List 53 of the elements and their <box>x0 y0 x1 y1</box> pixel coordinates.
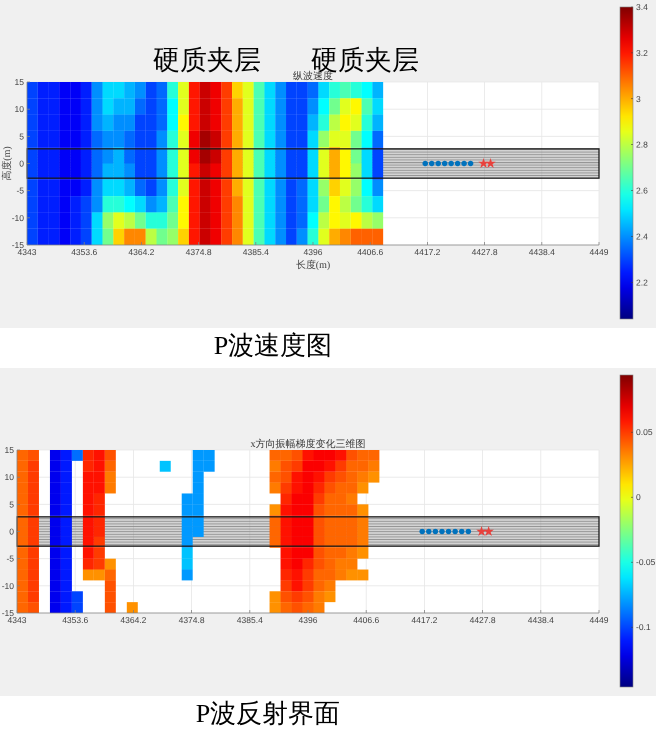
chart-title: x方向振幅梯度变化三维图 <box>250 438 366 450</box>
x-tick-label: 4343 <box>8 615 27 625</box>
x-tick-label: 4406.6 <box>357 247 384 257</box>
color-bar-label: 2.8 <box>636 140 648 150</box>
y-tick-label: -15 <box>2 608 14 618</box>
x-tick-label: 4417.2 <box>414 247 441 257</box>
color-bar-label: 2.4 <box>636 231 648 242</box>
x-tick-label: 4364.2 <box>128 247 155 257</box>
y-tick-label: -10 <box>2 580 14 591</box>
text: P波速度图 <box>214 331 332 360</box>
color-bar-label: 3 <box>636 94 641 104</box>
color-bar-label: -0.05 <box>636 557 656 568</box>
x-tick-label: 4438.4 <box>528 247 556 257</box>
y-tick-label: 5 <box>9 499 14 510</box>
y-tick-label: -5 <box>16 186 24 196</box>
color-bar-label: 0.05 <box>636 427 653 438</box>
x-tick-label: 4353.6 <box>62 615 88 625</box>
y-tick-label: 5 <box>19 131 24 142</box>
x-tick-label: 4427.8 <box>472 247 498 257</box>
x-tick-label: 4353.6 <box>71 247 98 257</box>
y-tick-label: 15 <box>14 77 24 87</box>
x-tick-label: 4427.8 <box>470 615 496 625</box>
y-axis-title: 高度(m) <box>1 146 13 181</box>
y-tick-label: 10 <box>4 472 14 482</box>
y-tick-label: -15 <box>12 240 24 250</box>
y-tick-label: 15 <box>4 445 14 455</box>
color-bar-label: 0 <box>636 492 641 502</box>
x-axis-title: 长度(m) <box>296 259 330 271</box>
x-tick-label: 4449 <box>590 615 609 625</box>
x-tick-label: 4385.4 <box>242 247 270 257</box>
color-bar-label: 3.2 <box>636 48 648 58</box>
x-tick-label: 4417.2 <box>411 615 438 625</box>
x-tick-label: 4343 <box>18 247 37 257</box>
x-tick-label: 4374.8 <box>186 247 212 257</box>
x-tick-label: 4438.4 <box>528 615 554 625</box>
color-bar-label: 3.4 <box>636 2 648 12</box>
x-tick-label: 4385.4 <box>236 615 264 625</box>
x-tick-label: 4449 <box>590 247 609 257</box>
color-bar-label: 2.2 <box>636 277 648 288</box>
text: P波反射界面 <box>196 699 340 728</box>
text: 硬质夹层 <box>153 45 262 75</box>
x-tick-label: 4364.2 <box>120 615 147 625</box>
y-tick-label: -5 <box>6 554 14 564</box>
color-bar-label: 2.6 <box>636 186 648 196</box>
y-tick-label: 0 <box>19 158 24 168</box>
y-tick-label: 10 <box>14 104 24 114</box>
color-bar-label: -0.1 <box>636 622 651 632</box>
y-tick-label: -10 <box>12 212 24 223</box>
x-tick-label: 4396 <box>298 615 318 625</box>
x-tick-label: 4374.8 <box>178 615 205 625</box>
y-tick-label: 0 <box>9 526 14 536</box>
x-tick-label: 4396 <box>304 247 323 257</box>
x-tick-label: 4406.6 <box>353 615 380 625</box>
